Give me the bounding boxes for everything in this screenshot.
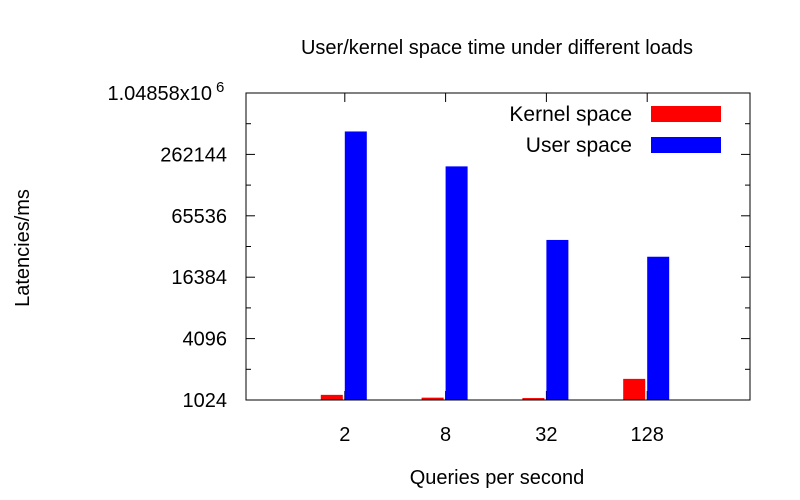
y-tick-label: 16384	[171, 267, 227, 289]
bar-kernel-space	[320, 394, 343, 400]
legend-swatch	[651, 137, 721, 153]
bar-user-space	[546, 239, 569, 400]
x-tick-label: 32	[535, 424, 557, 446]
y-tick-label: 4096	[183, 329, 228, 351]
x-tick-label: 128	[631, 424, 664, 446]
x-tick-label: 2	[339, 424, 350, 446]
x-tick-label: 8	[440, 424, 451, 446]
plot-area: 1024 4096 16384 65536 262144 1.04858x10 6 2 8 32 1…	[107, 79, 750, 446]
y-tick-label: 262144	[160, 144, 227, 166]
y-tick-exponent: 6	[216, 79, 224, 96]
plot-frame	[245, 92, 751, 401]
legend-label: Kernel space	[509, 103, 632, 126]
legend-swatch	[651, 106, 721, 122]
y-axis-label: Latencies/ms	[12, 189, 34, 307]
y-tick-label: 1.04858x10	[107, 83, 212, 105]
legend-label: User space	[526, 134, 632, 157]
bar-user-space	[647, 256, 670, 400]
chart-title: User/kernel space time under different l…	[301, 37, 693, 59]
bar-kernel-space	[421, 397, 444, 400]
bar-user-space	[344, 131, 367, 400]
bar-user-space	[445, 166, 468, 400]
x-axis-label: Queries per second	[410, 467, 585, 489]
bar-kernel-space	[522, 398, 545, 400]
bar-kernel-space	[623, 378, 646, 400]
y-tick-label: 1024	[183, 390, 228, 412]
y-tick-label: 65536	[171, 206, 227, 228]
